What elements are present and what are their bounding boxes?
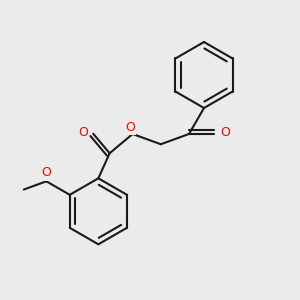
Text: O: O bbox=[41, 167, 51, 179]
Text: O: O bbox=[220, 126, 230, 139]
Text: O: O bbox=[78, 126, 88, 139]
Text: O: O bbox=[125, 121, 135, 134]
